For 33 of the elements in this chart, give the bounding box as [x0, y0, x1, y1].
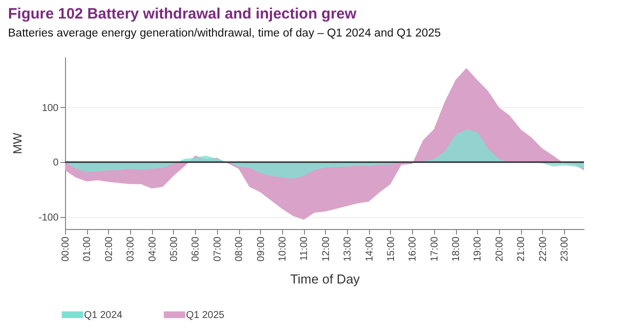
- x-tick-label: 10:00: [277, 236, 288, 262]
- y-tick-label: -100: [38, 212, 59, 224]
- x-tick-label: 12:00: [320, 236, 332, 262]
- y-axis-title: MW: [10, 132, 24, 154]
- x-tick-label: 14:00: [364, 236, 376, 262]
- x-tick-label: 21:00: [516, 236, 528, 262]
- x-axis-title: Time of Day: [290, 272, 360, 287]
- x-tick-label: 03:00: [126, 236, 137, 262]
- x-tick-label: 23:00: [560, 236, 571, 262]
- x-tick-label: 16:00: [408, 236, 419, 262]
- x-tick-label: 08:00: [234, 236, 246, 262]
- x-tick-label: 17:00: [429, 236, 440, 262]
- chart-title: Figure 102 Battery withdrawal and injection grew: [8, 6, 357, 22]
- legend-label: Q1 2024: [84, 310, 123, 321]
- y-tick-label: 100: [42, 102, 59, 114]
- y-tick-label: 0: [52, 158, 59, 169]
- x-tick-label: 02:00: [104, 236, 115, 262]
- x-tick-label: 07:00: [212, 236, 224, 262]
- x-tick-label: 09:00: [256, 236, 267, 262]
- x-tick-label: 11:00: [299, 236, 310, 261]
- x-tick-label: 00:00: [60, 236, 72, 262]
- x-tick-label: 13:00: [342, 236, 354, 262]
- x-tick-label: 06:00: [190, 236, 202, 262]
- x-tick-label: 22:00: [538, 236, 549, 262]
- x-tick-label: 01:00: [82, 236, 94, 262]
- x-tick-label: 20:00: [494, 236, 506, 262]
- x-tick-label: 19:00: [472, 236, 484, 262]
- chart-subtitle: Batteries average energy generation/withdrawal, time of day – Q1 2024 and Q1 2025: [8, 28, 441, 40]
- legend-label: Q1 2025: [186, 310, 225, 321]
- x-tick-label: 18:00: [451, 236, 462, 262]
- x-tick-label: 05:00: [168, 236, 180, 262]
- x-tick-label: 15:00: [386, 236, 397, 262]
- x-tick-label: 04:00: [147, 236, 158, 262]
